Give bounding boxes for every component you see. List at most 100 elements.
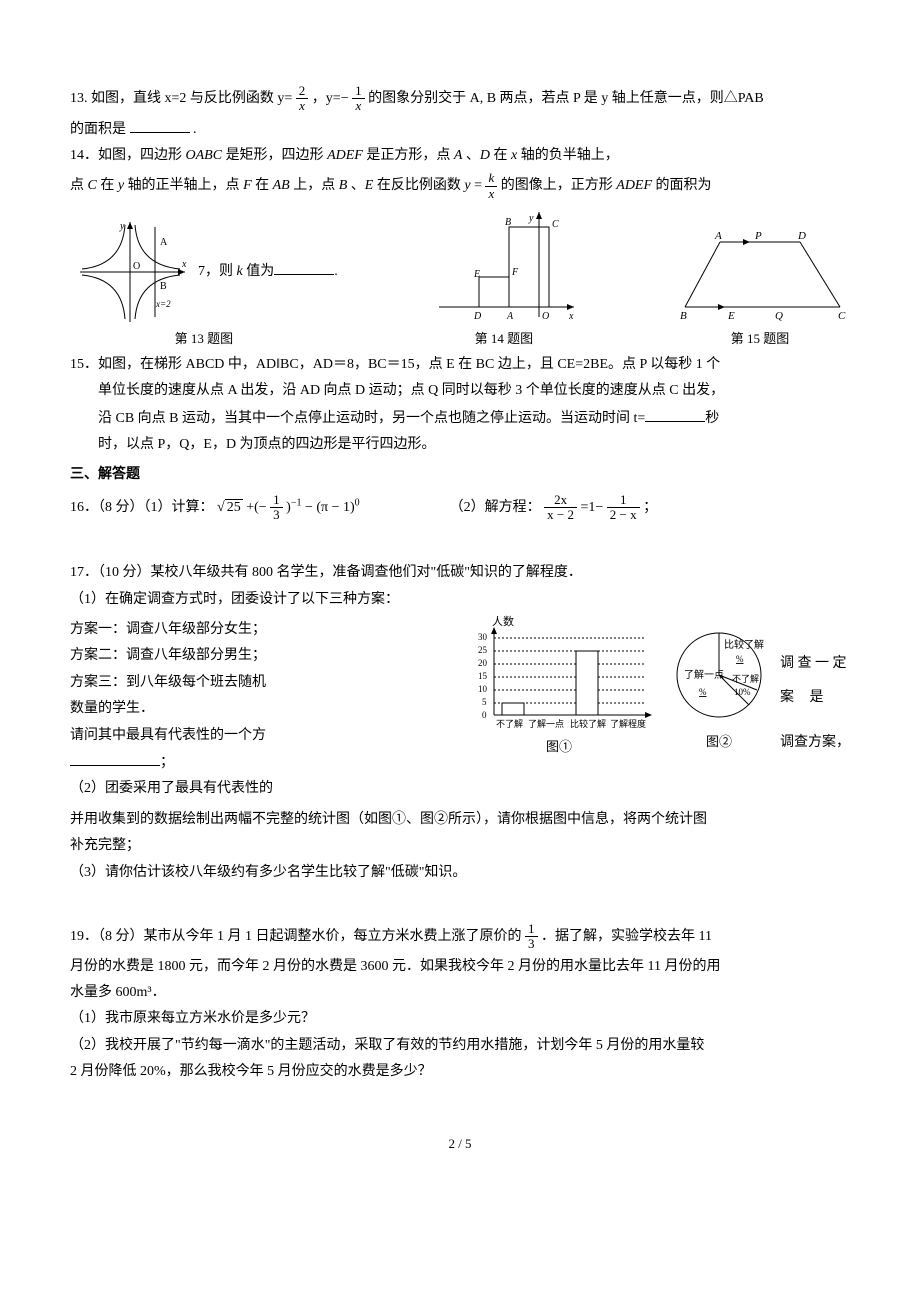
q17-plan1: 方案一：调查八年级部分女生； [70, 619, 464, 641]
q17-plan3: 方案三：到八年级每个班去随机 [70, 672, 464, 694]
q17-ask1b: ； [70, 751, 464, 774]
svg-text:25: 25 [478, 645, 488, 655]
q13-text-b: ，y=− [312, 91, 349, 106]
q13-blank [130, 118, 190, 133]
svg-text:20: 20 [478, 658, 488, 668]
q17-sub2a: （2）团委采用了最具有代表性的 [70, 778, 464, 800]
fig13-col: A B O x y x=2 7，则 k 值为. 第 13 题图 [70, 217, 338, 350]
svg-text:C: C [552, 219, 559, 230]
q15-l4: 时，以点 P，Q，E，D 为顶点的四边形是平行四边形。 [70, 434, 850, 456]
svg-text:5: 5 [482, 697, 487, 707]
q13-text-d: 的面积是 [70, 122, 126, 137]
svg-text:人数: 人数 [492, 615, 514, 628]
svg-text:A: A [160, 237, 168, 248]
pie-chart: 比较了解 % 了解一点 % 不了解 10% 图② [664, 620, 774, 753]
q16-frac3: 12 − x [607, 493, 640, 523]
svg-text:y: y [119, 221, 125, 232]
q14-line2: 点 C 在 y 轴的正半轴上，点 F 在 AB 上，点 B 、E 在反比例函数 … [70, 171, 850, 201]
svg-text:O: O [133, 261, 140, 272]
q17-r3: 调查方案， [780, 732, 850, 754]
figure-row: A B O x y x=2 7，则 k 值为. 第 13 题图 B C E F … [70, 207, 850, 350]
sqrt-icon: 25 [217, 497, 243, 519]
q19-s2b: 2 月份降低 20%，那么我校今年 5 月份应交的水费是多少？ [70, 1061, 850, 1083]
svg-text:10%: 10% [734, 687, 751, 697]
q15-l1: 15．如图，在梯形 ABCD 中，AD‖BC，AD＝8，BC＝15，点 E 在 … [70, 354, 850, 376]
svg-text:B: B [505, 217, 511, 228]
pie-caption: 图② [706, 732, 732, 753]
svg-text:15: 15 [478, 671, 488, 681]
q17-rightcol: 调 查 一 定 案 是 调查方案， [780, 615, 850, 758]
q13-frac1: 2x [296, 84, 309, 114]
q16-part1: 16．（8 分）（1）计算： 25 +(− 13 )−1 − (π − 1)0 [70, 493, 360, 523]
q17-sub2c: 并用收集到的数据绘制出两幅不完整的统计图（如图①、图②所示），请你根据图中信息，… [70, 809, 850, 831]
svg-text:Q: Q [775, 310, 783, 322]
q16-row: 16．（8 分）（1）计算： 25 +(− 13 )−1 − (π − 1)0 … [70, 493, 850, 523]
q19-l2: 月份的水费是 1800 元，而今年 2 月份的水费是 3600 元．如果我校今年… [70, 956, 850, 978]
svg-text:x=2: x=2 [155, 299, 171, 309]
q15-blank [645, 407, 705, 422]
svg-text:10: 10 [478, 684, 488, 694]
q17-sub2d: 补充完整； [70, 835, 850, 857]
q13-frac2: 1x [352, 84, 365, 114]
q17-r1: 调 查 一 定 [780, 653, 850, 675]
q17-plan3b: 数量的学生． [70, 698, 464, 720]
fig15-caption: 第 15 题图 [731, 329, 790, 350]
page-number: 2 / 5 [70, 1134, 850, 1155]
q17-ask1: 请问其中最具有代表性的一个方 [70, 725, 464, 747]
svg-text:0: 0 [482, 710, 487, 720]
svg-text:B: B [160, 281, 167, 292]
svg-text:比较了解: 比较了解 [724, 638, 764, 651]
q14-blank [274, 260, 334, 275]
section3-title: 三、解答题 [70, 464, 850, 486]
fig15-svg: A P D B E Q C [670, 227, 850, 327]
bar-svg: 人数 30 25 20 15 10 5 0 [464, 615, 654, 735]
q16-frac: 13 [270, 493, 283, 523]
svg-text:x: x [181, 259, 187, 270]
bar-chart: 人数 30 25 20 15 10 5 0 [464, 615, 654, 758]
svg-text:A: A [714, 230, 722, 242]
q13-line2: 的面积是 . [70, 118, 850, 141]
svg-text:P: P [754, 230, 762, 242]
fig14-caption: 第 14 题图 [475, 329, 534, 350]
q13-text-a: 13. 如图，直线 x=2 与反比例函数 y= [70, 91, 292, 106]
q17-r2: 案 是 [780, 687, 850, 709]
svg-text:不了解: 不了解 [496, 718, 523, 729]
q14-line1: 14．如图，四边形 OABC 是矩形，四边形 ADEF 是正方形，点 A 、D … [70, 145, 850, 167]
q19-frac: 13 [525, 922, 538, 952]
q14-frac: kx [485, 171, 497, 201]
q17-textcol: 方案一：调查八年级部分女生； 方案二：调查八年级部分男生； 方案三：到八年级每个… [70, 615, 464, 805]
svg-text:不了解: 不了解 [732, 673, 759, 684]
svg-text:%: % [736, 654, 744, 664]
svg-text:O: O [542, 311, 549, 322]
q17-charts: 人数 30 25 20 15 10 5 0 [464, 615, 774, 758]
svg-text:了解一点: 了解一点 [528, 718, 564, 729]
fig13-svg: A B O x y x=2 [70, 217, 190, 327]
svg-text:E: E [473, 269, 480, 280]
q14-line3: 7，则 k 值为. [198, 260, 338, 283]
fig15-col: A P D B E Q C 第 15 题图 [670, 227, 850, 350]
q17-l1: 17．（10 分）某校八年级共有 800 名学生，准备调查他们对"低碳"知识的了… [70, 562, 850, 584]
q15-l3: 沿 CB 向点 B 运动，当其中一个点停止运动时，另一个点也随之停止运动。当运动… [70, 407, 850, 430]
fig14-svg: B C E F D A O x y [429, 207, 579, 327]
q17-sub3: （3）请你估计该校八年级约有多少名学生比较了解"低碳"知识。 [70, 862, 850, 884]
q19-s1: （1）我市原来每立方米水价是多少元？ [70, 1008, 850, 1030]
fig13-caption: 第 13 题图 [175, 329, 234, 350]
q17-wrap: 方案一：调查八年级部分女生； 方案二：调查八年级部分男生； 方案三：到八年级每个… [70, 615, 850, 805]
q13-text-e: . [193, 122, 197, 137]
svg-text:A: A [506, 311, 514, 322]
svg-text:x: x [568, 311, 574, 322]
q15-l2: 单位长度的速度从点 A 出发，沿 AD 向点 D 运动；点 Q 同时以每秒 3 … [70, 380, 850, 402]
q19-l3: 水量多 600m³． [70, 982, 850, 1004]
svg-text:D: D [797, 230, 806, 242]
svg-text:E: E [727, 310, 735, 322]
svg-text:D: D [473, 311, 482, 322]
q17-sub1: （1）在确定调查方式时，团委设计了以下三种方案： [70, 589, 850, 611]
svg-text:比较了解: 比较了解 [570, 718, 606, 729]
svg-text:C: C [838, 310, 846, 322]
q19-s2: （2）我校开展了"节约每一滴水"的主题活动，采取了有效的节约用水措施，计划今年 … [70, 1035, 850, 1057]
q19-l1: 19．（8 分）某市从今年 1 月 1 日起调整水价，每立方米水费上涨了原价的 … [70, 922, 850, 952]
svg-text:y: y [528, 213, 534, 224]
svg-text:F: F [511, 267, 519, 278]
svg-text:了解一点: 了解一点 [684, 668, 724, 681]
q17-plan2: 方案二：调查八年级部分男生； [70, 645, 464, 667]
